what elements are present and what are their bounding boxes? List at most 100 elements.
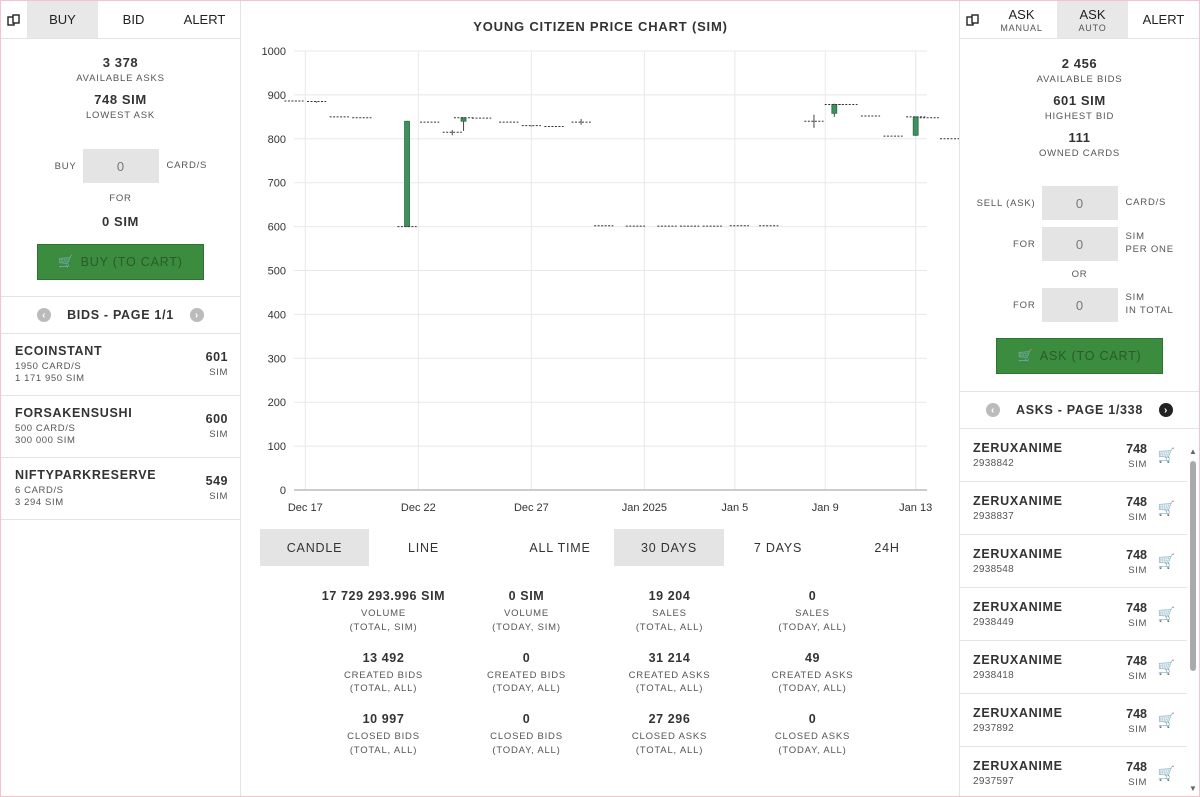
asks-list: ZERUXANIME 2938842 748 SIM 🛒 ZERUXANIME 2… (960, 429, 1199, 796)
stat-created-bids-total: 13 492 CREATED BIDS (TOTAL, ALL) (312, 651, 455, 697)
price-per-one-input[interactable] (1041, 227, 1118, 261)
available-asks-stat: 3 378 AVAILABLE ASKS (1, 55, 240, 84)
stat-label: CLOSED BIDS (347, 731, 420, 743)
ask-unit: SIM (1128, 512, 1147, 523)
stat-value: 0 (522, 650, 531, 665)
x-tick-label: Jan 5 (721, 502, 748, 511)
scrollbar-thumb[interactable] (1190, 461, 1196, 671)
stat-label: CLOSED BIDS (490, 731, 563, 743)
list-item[interactable]: ZERUXANIME 2937597 748 SIM 🛒 (960, 747, 1187, 796)
x-tick-label: Dec 27 (514, 502, 549, 511)
tab-ask-manual[interactable]: ASK MANUAL (986, 1, 1057, 38)
list-item[interactable]: ZERUXANIME 2938449 748 SIM 🛒 (960, 588, 1187, 641)
buy-to-cart-button[interactable]: 🛒 BUY (TO CART) (37, 244, 204, 280)
stat-sales-total: 19 204 SALES (TOTAL, ALL) (598, 589, 741, 635)
sell-unit: CARD/S (1125, 196, 1167, 208)
available-bids-label: AVAILABLE BIDS (1036, 74, 1123, 85)
list-item[interactable]: ZERUXANIME 2937892 748 SIM 🛒 (960, 694, 1187, 747)
lowest-ask-stat: 748 SIM LOWEST ASK (1, 92, 240, 121)
stat-closed-bids-total: 10 997 CLOSED BIDS (TOTAL, ALL) (312, 712, 455, 758)
ask-name: ZERUXANIME (973, 653, 1063, 667)
toggle-all-time[interactable]: ALL TIME (529, 540, 591, 555)
ask-name: ZERUXANIME (973, 600, 1063, 614)
buy-tabs: BUY BID ALERT (1, 1, 240, 39)
add-to-cart-icon[interactable]: 🛒 (1157, 447, 1175, 463)
ask-to-cart-label: ASK (TO CART) (1039, 349, 1142, 363)
bid-total: 1 171 950 SIM (15, 373, 85, 385)
ask-unit: SIM (1128, 777, 1147, 788)
toggle-30-days[interactable]: 30 DAYS (614, 529, 724, 566)
toggle-24h[interactable]: 24H (874, 540, 900, 555)
bid-name: NIFTYPARKRESERVE (15, 468, 157, 482)
toggle-candle[interactable]: CANDLE (260, 529, 369, 566)
chevron-right-icon[interactable]: › (1159, 403, 1173, 417)
x-tick-label: Jan 2025 (622, 502, 667, 511)
bid-unit: SIM (209, 491, 228, 502)
tab-ask-manual-label: ASK (1008, 6, 1035, 22)
tab-ask-auto-label: ASK (1079, 6, 1106, 22)
tab-alert[interactable]: ALERT (183, 12, 226, 27)
stat-value: 31 214 (648, 650, 691, 665)
bids-pager-label: BIDS - PAGE 1/1 (67, 308, 174, 322)
list-item[interactable]: FORSAKENSUSHI 500 CARD/S 300 000 SIM 600 S… (1, 396, 240, 458)
y-tick-label: 700 (268, 178, 286, 190)
stat-sublabel: (TODAY, ALL) (778, 744, 847, 756)
tab-ask-auto[interactable]: ASK AUTO (1057, 1, 1128, 38)
highest-bid-stat: 601 SIM HIGHEST BID (960, 93, 1199, 122)
price-total-input[interactable] (1041, 288, 1118, 322)
cart-icon: 🛒 (58, 254, 75, 269)
bid-price: 601 (205, 350, 228, 364)
cart-icon: 🛒 (1017, 348, 1034, 363)
card-swap-icon[interactable] (960, 1, 986, 38)
tab-buy[interactable]: BUY (27, 1, 98, 38)
bid-unit: SIM (209, 367, 228, 378)
asks-scrollbar[interactable]: ▲ ▼ (1189, 447, 1197, 793)
stat-closed-asks-total: 27 296 CLOSED ASKS (TOTAL, ALL) (598, 712, 741, 758)
bid-total: 3 294 SIM (15, 497, 64, 509)
scroll-down-icon[interactable]: ▼ (1189, 784, 1197, 793)
toggle-line[interactable]: LINE (408, 540, 439, 555)
tab-bid[interactable]: BID (122, 12, 145, 27)
unit-in-total: IN TOTAL (1125, 305, 1174, 316)
price-chart[interactable]: 0 100 200 300 400 500 600 700 800 900 1000 Dec 17 De… (242, 41, 959, 511)
y-tick-label: 900 (268, 90, 286, 102)
ask-price: 748 (1126, 495, 1147, 509)
list-item[interactable]: ZERUXANIME 2938842 748 SIM 🛒 (960, 429, 1187, 482)
add-to-cart-icon[interactable]: 🛒 (1157, 606, 1175, 622)
add-to-cart-icon[interactable]: 🛒 (1157, 500, 1175, 516)
ask-name: ZERUXANIME (973, 547, 1063, 561)
ask-to-cart-button[interactable]: 🛒 ASK (TO CART) (996, 338, 1163, 374)
stat-value: 27 296 (648, 712, 691, 727)
bid-cards: 500 CARD/S (15, 423, 76, 434)
list-item[interactable]: ECOINSTANT 1950 CARD/S 1 171 950 SIM 601 S… (1, 334, 240, 396)
card-swap-icon[interactable] (1, 1, 27, 38)
list-item[interactable]: ZERUXANIME 2938548 748 SIM 🛒 (960, 535, 1187, 588)
tab-ask-auto-sub: AUTO (1078, 22, 1107, 33)
add-to-cart-icon[interactable]: 🛒 (1157, 553, 1175, 569)
bid-cards: 1950 CARD/S (15, 361, 82, 372)
tab-ask-manual-sub: MANUAL (1000, 22, 1043, 33)
ask-id: 2938842 (973, 458, 1015, 469)
chevron-left-icon[interactable]: ‹ (37, 308, 52, 322)
stat-label: CLOSED ASKS (631, 731, 708, 743)
add-to-cart-icon[interactable]: 🛒 (1157, 712, 1175, 728)
ask-unit: SIM (1128, 565, 1147, 576)
bid-cards: 6 CARD/S (15, 485, 64, 496)
stat-created-bids-today: 0 CREATED BIDS (TODAY, ALL) (455, 651, 598, 697)
stat-volume-today: 0 SIM VOLUME (TODAY, SIM) (455, 589, 598, 635)
buy-quantity-input[interactable] (82, 149, 159, 183)
add-to-cart-icon[interactable]: 🛒 (1157, 659, 1175, 675)
chevron-right-icon[interactable]: › (189, 308, 204, 322)
toggle-7-days[interactable]: 7 DAYS (753, 540, 803, 555)
sell-quantity-input[interactable] (1041, 186, 1118, 220)
add-to-cart-icon[interactable]: 🛒 (1157, 765, 1175, 781)
chevron-left-icon[interactable]: ‹ (986, 403, 1000, 417)
list-item[interactable]: ZERUXANIME 2938418 748 SIM 🛒 (960, 641, 1187, 694)
available-asks-label: AVAILABLE ASKS (76, 73, 165, 84)
list-item[interactable]: ZERUXANIME 2938837 748 SIM 🛒 (960, 482, 1187, 535)
stat-value: 0 (808, 589, 817, 603)
scroll-up-icon[interactable]: ▲ (1189, 447, 1197, 456)
list-item[interactable]: NIFTYPARKRESERVE 6 CARD/S 3 294 SIM 549 SI… (1, 458, 240, 520)
tab-alert[interactable]: ALERT (1142, 12, 1185, 27)
